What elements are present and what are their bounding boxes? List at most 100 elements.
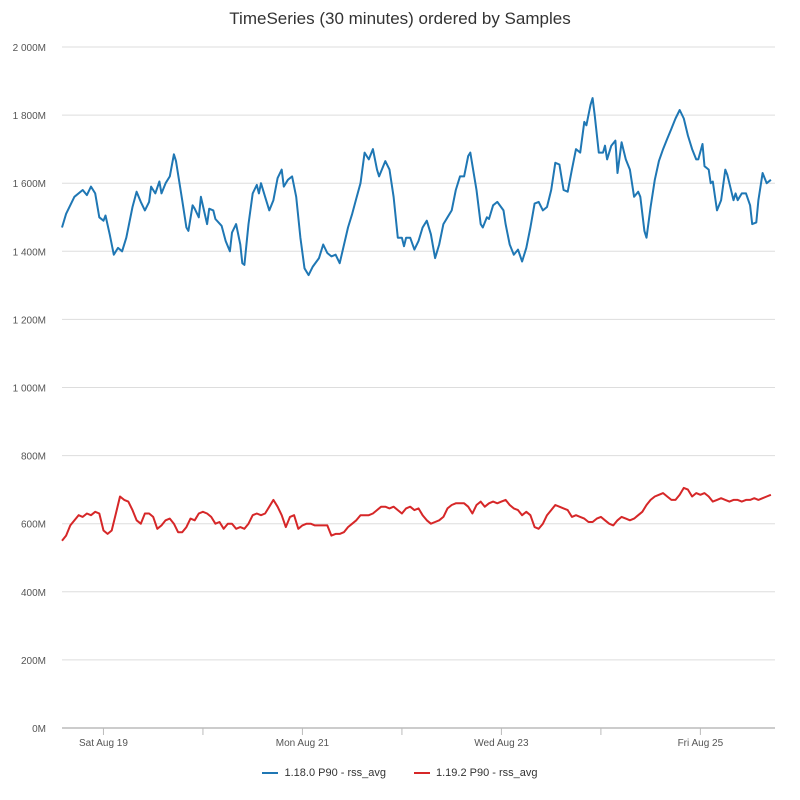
series-1-point[interactable] xyxy=(715,208,720,213)
series-1-point[interactable] xyxy=(93,191,98,196)
series-1-point[interactable] xyxy=(623,157,628,162)
series-1-point[interactable] xyxy=(377,174,382,179)
series-2-point[interactable] xyxy=(598,514,603,519)
series-2-point[interactable] xyxy=(275,504,280,509)
series-2-point[interactable] xyxy=(184,525,189,530)
series-1-point[interactable] xyxy=(549,188,554,193)
series-1-point[interactable] xyxy=(149,184,154,189)
series-2-point[interactable] xyxy=(677,492,682,497)
series-2-point[interactable] xyxy=(209,514,214,519)
series-1-point[interactable] xyxy=(142,208,147,213)
series-1-point[interactable] xyxy=(441,222,446,227)
series-1-point[interactable] xyxy=(495,199,500,204)
series-1-point[interactable] xyxy=(267,208,272,213)
series-1-point[interactable] xyxy=(524,245,529,250)
series-1-point[interactable] xyxy=(402,244,407,249)
series-2-point[interactable] xyxy=(399,511,404,516)
series-2-point[interactable] xyxy=(292,513,297,518)
series-2-point[interactable] xyxy=(155,526,160,531)
series-1-point[interactable] xyxy=(638,194,643,199)
series-1-point[interactable] xyxy=(153,191,158,196)
series-1-point[interactable] xyxy=(613,138,618,143)
series-1-point[interactable] xyxy=(480,225,485,230)
series-2-point[interactable] xyxy=(101,528,106,533)
series-1-point[interactable] xyxy=(310,264,315,269)
series-1-point[interactable] xyxy=(605,157,610,162)
series-2-point[interactable] xyxy=(528,513,533,518)
series-1-point[interactable] xyxy=(700,142,705,147)
series-2-point[interactable] xyxy=(545,513,550,518)
series-2-point[interactable] xyxy=(603,518,608,523)
series-1-point[interactable] xyxy=(437,242,442,247)
series-1-point[interactable] xyxy=(744,191,749,196)
series-2-point[interactable] xyxy=(109,528,114,533)
series-2-point[interactable] xyxy=(702,491,707,496)
series-1-point[interactable] xyxy=(648,205,653,210)
series-1-point[interactable] xyxy=(157,179,162,184)
series-2-point[interactable] xyxy=(138,521,143,526)
series-1-point[interactable] xyxy=(358,181,363,186)
series-2-point[interactable] xyxy=(167,516,172,521)
series-1-point[interactable] xyxy=(84,193,89,198)
series-1-point[interactable] xyxy=(250,191,255,196)
series-2-point[interactable] xyxy=(462,501,467,506)
series-2-point[interactable] xyxy=(466,504,471,509)
series-1-point[interactable] xyxy=(370,147,375,152)
series-2-point[interactable] xyxy=(706,494,711,499)
series-1-point[interactable] xyxy=(219,223,224,228)
series-2-point[interactable] xyxy=(615,518,620,523)
series-2-point[interactable] xyxy=(230,521,235,526)
series-2-point[interactable] xyxy=(424,518,429,523)
series-1-point[interactable] xyxy=(449,208,454,213)
legend-item-series-2[interactable]: 1.19.2 P90 - rss_avg xyxy=(414,767,538,779)
series-1-point[interactable] xyxy=(325,251,330,256)
series-1-point[interactable] xyxy=(733,191,738,196)
series-1-point[interactable] xyxy=(656,159,661,164)
series-1-point[interactable] xyxy=(474,188,479,193)
series-1-point[interactable] xyxy=(584,123,589,128)
series-1-point[interactable] xyxy=(588,102,593,107)
series-1-point[interactable] xyxy=(362,150,367,155)
series-1-point[interactable] xyxy=(520,259,525,264)
series-2-point[interactable] xyxy=(520,513,525,518)
series-2-point[interactable] xyxy=(636,513,641,518)
series-1-point[interactable] xyxy=(578,150,583,155)
series-2-point[interactable] xyxy=(89,513,94,518)
series-2-point[interactable] xyxy=(536,526,541,531)
series-2-point[interactable] xyxy=(221,526,226,531)
series-1-point[interactable] xyxy=(685,133,690,138)
series-2-point[interactable] xyxy=(478,499,483,504)
series-1-point[interactable] xyxy=(528,225,533,230)
series-1-point[interactable] xyxy=(540,208,545,213)
series-1-point[interactable] xyxy=(321,242,326,247)
series-2-point[interactable] xyxy=(768,492,773,497)
series-1-point[interactable] xyxy=(690,147,695,152)
series-1-point[interactable] xyxy=(408,235,413,240)
series-2-point[interactable] xyxy=(68,523,73,528)
series-1-point[interactable] xyxy=(420,225,425,230)
series-1-point[interactable] xyxy=(263,194,268,199)
series-1-point[interactable] xyxy=(387,167,392,172)
series-2-point[interactable] xyxy=(524,509,529,514)
series-2-point[interactable] xyxy=(549,508,554,513)
series-1-point[interactable] xyxy=(111,252,116,257)
series-1-point[interactable] xyxy=(603,143,608,148)
series-1-point[interactable] xyxy=(565,189,570,194)
series-1-point[interactable] xyxy=(673,116,678,121)
series-1-point[interactable] xyxy=(366,157,371,162)
series-1-point[interactable] xyxy=(120,249,125,254)
series-1-point[interactable] xyxy=(412,247,417,252)
series-2-point[interactable] xyxy=(205,511,210,516)
series-1-point[interactable] xyxy=(192,206,197,211)
series-2-point[interactable] xyxy=(113,511,118,516)
series-1-point[interactable] xyxy=(545,205,550,210)
series-1-point[interactable] xyxy=(213,217,218,222)
series-1-point[interactable] xyxy=(702,164,707,169)
series-2-point[interactable] xyxy=(416,506,421,511)
series-1-point[interactable] xyxy=(445,215,450,220)
series-2-point[interactable] xyxy=(516,508,521,513)
series-1-point[interactable] xyxy=(710,179,715,184)
series-1-point[interactable] xyxy=(89,184,94,189)
series-2-point[interactable] xyxy=(296,526,301,531)
series-1-point[interactable] xyxy=(124,235,129,240)
